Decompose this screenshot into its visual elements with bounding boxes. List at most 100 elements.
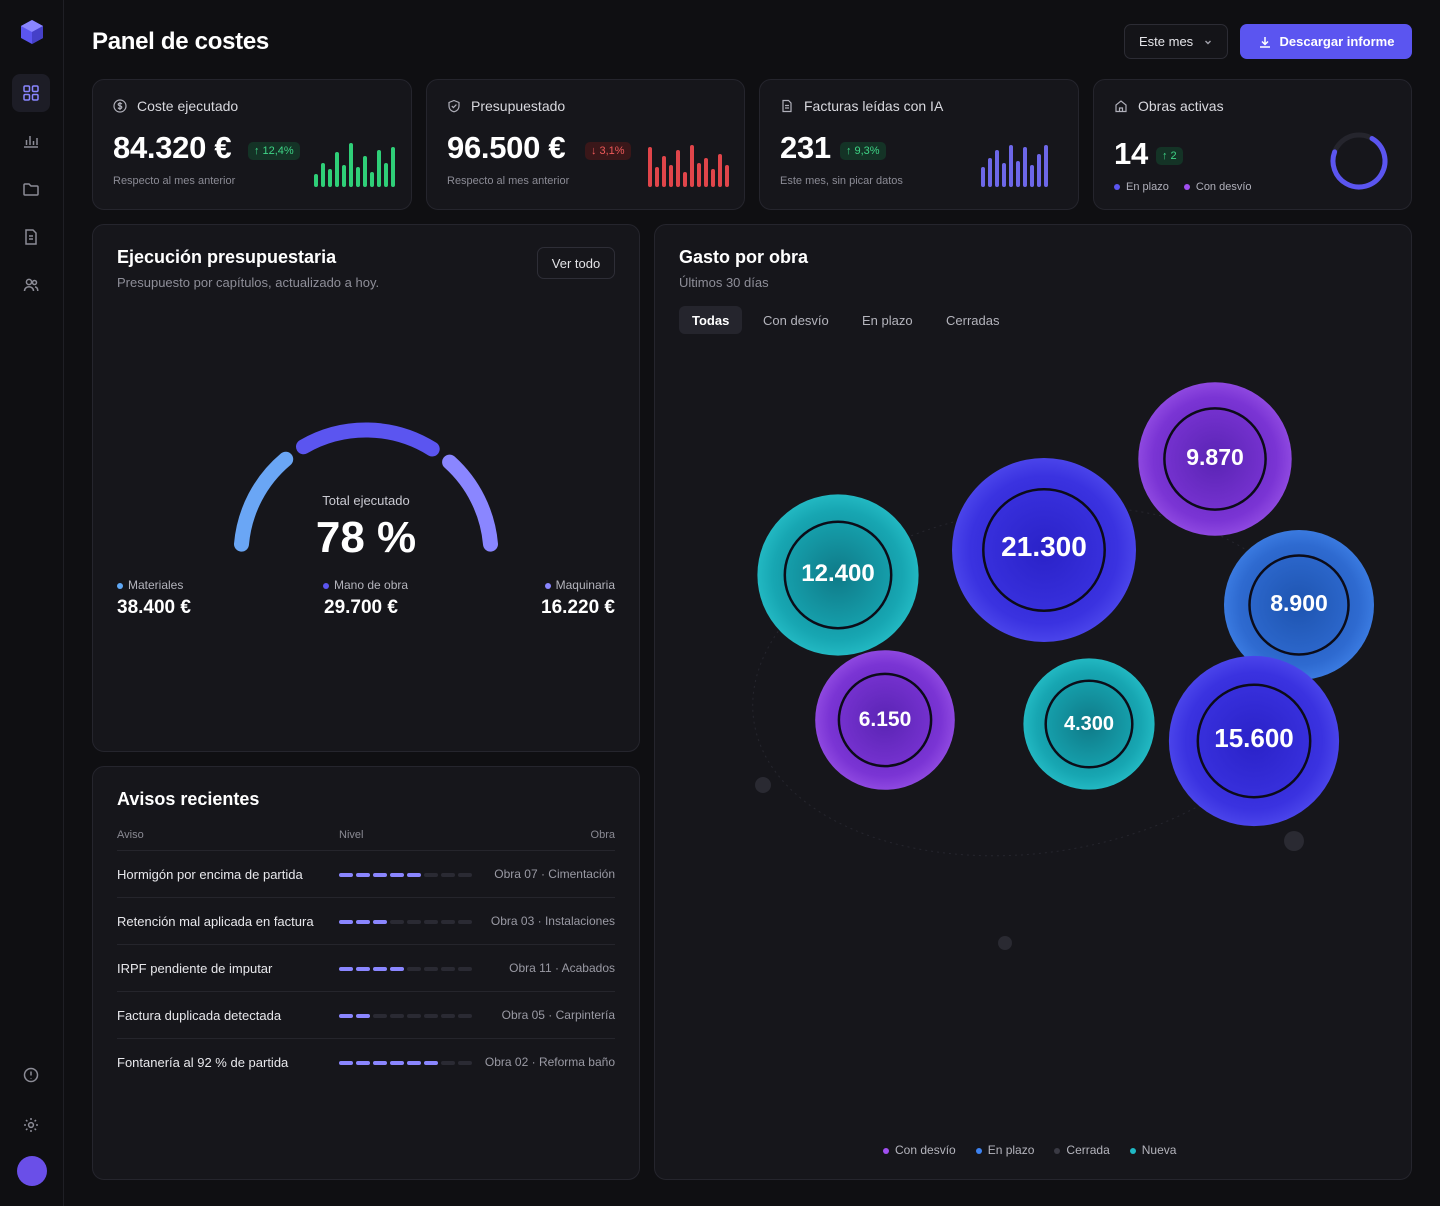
segment-value: 16.220 €	[541, 597, 615, 618]
sidebar-item-help[interactable]	[12, 1056, 50, 1094]
bubble-ring	[783, 520, 893, 630]
legend-label: En plazo	[1126, 181, 1169, 193]
view-all-button[interactable]: Ver todo	[537, 247, 615, 279]
sparkline-bar	[662, 156, 666, 187]
bubble-ring	[837, 672, 933, 768]
bubble-label: 8.900	[1270, 590, 1328, 616]
level-segment	[441, 920, 455, 924]
kpi-card-invoices: Facturas leídas con IA 231 ↑ 9,3% Este me…	[759, 79, 1079, 210]
sparkline-bar	[328, 169, 332, 187]
segment-name: Maquinaria	[555, 578, 615, 592]
bar-chart-icon	[24, 136, 38, 148]
level-segment	[356, 1061, 370, 1065]
logo-icon	[21, 20, 43, 44]
level-segment	[458, 1061, 472, 1065]
alert-text: Retención mal aplicada en factura	[117, 914, 314, 929]
sparkline-bar	[981, 167, 985, 187]
level-segment	[441, 967, 455, 971]
bubble[interactable]	[1224, 530, 1374, 680]
avatar[interactable]	[17, 1156, 47, 1186]
bubble[interactable]	[1023, 658, 1155, 790]
budget-card: Ejecución presupuestaria Presupuesto por…	[92, 224, 640, 752]
legend-label: Nueva	[1141, 1143, 1177, 1157]
bubble[interactable]	[815, 650, 955, 790]
sidebar-item-projects[interactable]	[12, 170, 50, 208]
table-row[interactable]: IRPF pendiente de imputar Obra 11 · Acaba…	[117, 944, 615, 991]
kpi-subtitle: Respecto al mes anterior	[447, 175, 570, 187]
legend-item: Con desvío	[883, 1143, 956, 1157]
bubble[interactable]	[1168, 655, 1340, 827]
tab-on-schedule[interactable]: En plazo	[862, 312, 913, 328]
sparkline-bar	[995, 150, 999, 187]
alert-level	[339, 920, 472, 924]
orbit-dot	[998, 936, 1012, 950]
sparkline-bar	[704, 158, 708, 187]
sparkline-bar	[391, 147, 395, 187]
table-row[interactable]: Hormigón por encima de partida Obra 07 · …	[117, 850, 615, 897]
bubble-ring	[982, 488, 1106, 612]
legend-dot	[1129, 1147, 1136, 1154]
sparkline-bar	[676, 150, 680, 187]
bubbles-group: 12.400 21.300 9.870 8.900 6.150 4.300 15.600	[757, 382, 1374, 827]
segment-name: Materiales	[128, 578, 184, 592]
kpi-label: Coste ejecutado	[137, 98, 239, 114]
column-header: Aviso	[117, 829, 144, 841]
level-segment	[424, 1061, 438, 1065]
period-select-label: Este mes	[1139, 34, 1194, 49]
arrow-up-icon: ↑	[846, 145, 852, 157]
level-segment	[441, 873, 455, 877]
table-row[interactable]: Fontanería al 92 % de partida Obra 02 · R…	[117, 1038, 615, 1085]
sparkline-bar	[384, 163, 388, 187]
level-segment	[390, 1014, 404, 1018]
legend-item: Cerrada	[1054, 1143, 1110, 1157]
level-segment	[339, 967, 353, 971]
sidebar-item-settings[interactable]	[12, 1106, 50, 1144]
grid-icon	[23, 85, 39, 101]
sparkline-bar	[321, 163, 325, 187]
sparkline-bar	[683, 172, 687, 187]
alert-text: Fontanería al 92 % de partida	[117, 1055, 289, 1070]
level-segment	[339, 1061, 353, 1065]
level-segment	[407, 873, 421, 877]
alert-project: Obra 02 · Reforma baño	[484, 1055, 615, 1069]
arrow-up-icon: ↑	[254, 145, 260, 157]
tab-all[interactable]: Todas	[679, 306, 743, 334]
kpi-label-row: Facturas leídas con IA	[780, 98, 943, 114]
level-segment	[373, 1061, 387, 1065]
sidebar-item-invoices[interactable]	[12, 218, 50, 256]
level-segment	[339, 1014, 353, 1018]
alert-text: IRPF pendiente de imputar	[117, 961, 273, 976]
sidebar-item-dashboard[interactable]	[12, 74, 50, 112]
sparkline-bar	[356, 167, 360, 187]
bubble-ring	[1248, 554, 1350, 656]
bubble[interactable]	[952, 458, 1136, 642]
level-segment	[441, 1014, 455, 1018]
download-report-button[interactable]: Descargar informe	[1240, 24, 1412, 59]
sparkline-bars	[314, 141, 395, 187]
bubble[interactable]	[757, 494, 919, 656]
level-segment	[441, 1061, 455, 1065]
segment-label: Materiales	[117, 578, 183, 592]
bubble[interactable]	[1138, 382, 1292, 536]
level-segment	[373, 920, 387, 924]
kpi-value: 14	[1114, 136, 1148, 171]
alert-level	[339, 1014, 472, 1018]
column-header: Obra	[590, 829, 615, 841]
download-icon	[1259, 36, 1270, 48]
tab-closed[interactable]: Cerradas	[946, 312, 1000, 328]
period-select[interactable]: Este mes	[1124, 24, 1228, 59]
table-row[interactable]: Retención mal aplicada en factura Obra 03…	[117, 897, 615, 944]
sidebar-item-team[interactable]	[12, 266, 50, 304]
segment-value: 29.700 €	[324, 597, 398, 618]
chevron-down-icon	[1205, 40, 1212, 44]
sidebar-item-reports[interactable]	[12, 122, 50, 160]
kpi-label-row: Presupuestado	[447, 98, 565, 114]
legend-label: Con desvío	[895, 1143, 956, 1157]
tab-deviation[interactable]: Con desvío	[763, 312, 829, 328]
level-segment	[458, 873, 472, 877]
alert-project: Obra 07 · Cimentación	[494, 867, 615, 881]
sparkline-bar	[349, 143, 353, 187]
kpi-card-budget: Presupuestado 96.500 € ↓ 3,1% Respecto al…	[426, 79, 745, 210]
legend-dot	[1054, 1147, 1061, 1154]
table-row[interactable]: Factura duplicada detectada Obra 05 · Car…	[117, 991, 615, 1038]
